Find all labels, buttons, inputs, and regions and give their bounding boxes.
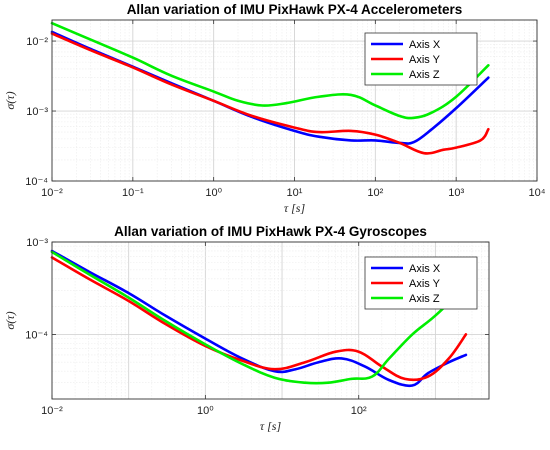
x-tick-label: 10⁻² [41, 405, 63, 417]
y-tick-label: 10⁻³ [26, 106, 48, 118]
chart-title: Allan variation of IMU PixHawk PX-4 Acce… [127, 2, 463, 17]
y-axis-label: σ(τ) [3, 91, 17, 109]
x-tick-label: 10⁰ [197, 405, 214, 417]
legend-label: Axis X [409, 39, 441, 51]
series-line-axis-y [50, 256, 468, 382]
series-group [50, 21, 490, 155]
x-tick-label: 10² [351, 405, 367, 417]
x-tick-label: 10² [367, 187, 383, 199]
series-line-axis-y [50, 32, 490, 155]
y-tick-label: 10⁻³ [26, 237, 48, 249]
y-tick-label: 10⁻² [26, 36, 48, 48]
chart-1: 10⁻² 10⁻¹ 10⁰ 10¹ 10² 10³ 10⁴ 10⁻⁴ 10⁻³ 10⁻² Allan… [3, 2, 546, 215]
x-tick-label: 10¹ [287, 187, 303, 199]
x-tick-label: 10⁻² [41, 187, 63, 199]
chart-2: 10⁻² 10⁰ 10² 10⁻⁴ 10⁻³ Allan variation of IMU… [3, 224, 490, 433]
y-tick-label: 10⁻⁴ [25, 329, 48, 341]
legend-label: Axis Z [409, 293, 440, 305]
chart-title: Allan variation of IMU PixHawk PX-4 Gyro… [114, 224, 427, 239]
legend: Axis X Axis Y Axis Z [364, 256, 478, 310]
x-axis-label: τ [s] [284, 201, 306, 215]
legend-label: Axis X [409, 263, 441, 275]
series-group [50, 249, 468, 388]
x-axis-label: τ [s] [260, 419, 282, 433]
axes-box [51, 241, 490, 400]
legend-label: Axis Y [409, 278, 441, 290]
x-tick-label: 10⁴ [529, 187, 546, 199]
y-axis-label: σ(τ) [3, 311, 17, 329]
legend-label: Axis Y [409, 54, 441, 66]
legend-label: Axis Z [409, 69, 440, 81]
series-line-axis-z [50, 21, 490, 120]
x-tick-label: 10⁻¹ [122, 187, 144, 199]
x-tick-label: 10⁰ [205, 187, 222, 199]
legend: Axis X Axis Y Axis Z [364, 32, 478, 86]
y-tick-label: 10⁻⁴ [25, 176, 48, 188]
series-line-axis-x [50, 249, 468, 388]
series-line-axis-z [50, 250, 468, 385]
x-tick-label: 10³ [448, 187, 464, 199]
